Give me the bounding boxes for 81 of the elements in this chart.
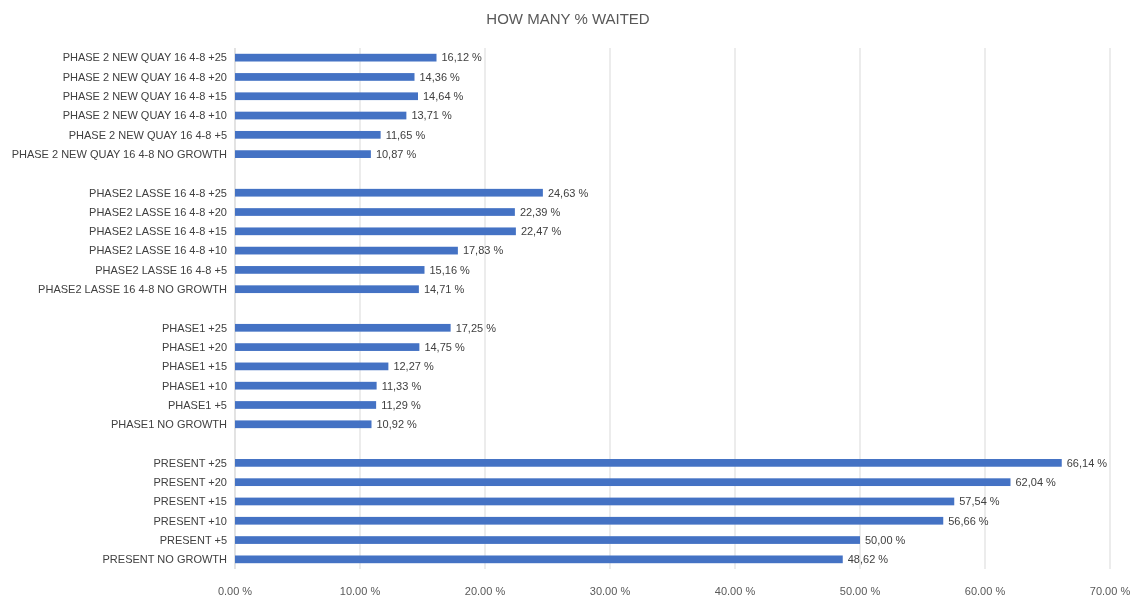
data-label: 48,62 % — [847, 553, 889, 566]
y-tick-label: PRESENT NO GROWTH — [102, 553, 228, 566]
data-label: 17,83 % — [462, 244, 504, 257]
y-tick-label: PHASE 2 NEW QUAY 16 4-8 +10 — [62, 109, 227, 122]
y-tick-label: PHASE2 LASSE 16 4-8 +25 — [89, 186, 227, 199]
data-label: 14,71 % — [423, 283, 465, 296]
bar — [235, 478, 1011, 487]
bar — [235, 208, 515, 216]
y-tick-label: PHASE 2 NEW QUAY 16 4-8 +5 — [68, 128, 227, 141]
bar — [235, 246, 458, 255]
data-label: 50,00 % — [865, 533, 906, 546]
y-tick-label: PHASE1 NO GROWTH — [110, 418, 228, 431]
bar — [235, 343, 420, 351]
data-label: 22,39 % — [519, 205, 561, 218]
x-tick-label: 40.00 % — [714, 585, 756, 597]
bar — [235, 459, 1062, 467]
bar — [235, 53, 437, 62]
data-label: 14,75 % — [424, 340, 465, 353]
x-tick-label: 60.00 % — [964, 585, 1006, 597]
y-tick-label: PHASE1 +10 — [161, 379, 227, 392]
data-label: 13,71 % — [411, 109, 452, 122]
bar — [235, 323, 451, 332]
x-tick-label: 70.00 % — [1089, 585, 1131, 597]
data-label: 16,12 % — [441, 51, 483, 64]
data-label: 14,64 % — [423, 90, 464, 103]
y-tick-label: PHASE1 +5 — [167, 398, 227, 411]
bar — [235, 420, 372, 429]
data-label: 12,27 % — [393, 360, 434, 373]
data-label: 22,47 % — [520, 225, 562, 238]
bar — [235, 130, 381, 139]
bar — [235, 150, 371, 158]
bar — [235, 555, 843, 564]
bar — [235, 362, 389, 371]
y-tick-label: PHASE2 LASSE 16 4-8 +10 — [89, 244, 227, 257]
y-tick-label: PHASE2 LASSE 16 4-8 NO GROWTH — [38, 283, 228, 296]
bar — [235, 73, 415, 81]
data-label: 10,87 % — [375, 147, 417, 160]
y-tick-label: PHASE 2 NEW QUAY 16 4-8 NO GROWTH — [11, 147, 228, 160]
data-label: 14,36 % — [419, 70, 461, 83]
data-label: 57,54 % — [959, 495, 1000, 508]
bar — [235, 497, 955, 506]
y-tick-label: PRESENT +20 — [153, 476, 227, 489]
data-label: 11,29 % — [381, 398, 421, 411]
x-tick-label: 20.00 % — [464, 585, 506, 597]
bar — [235, 536, 860, 544]
bar — [235, 111, 407, 120]
y-tick-label: PHASE2 LASSE 16 4-8 +5 — [95, 263, 227, 276]
data-label: 17,25 % — [455, 321, 497, 334]
bar — [235, 266, 425, 274]
data-label: 11,33 % — [381, 379, 422, 392]
bar — [235, 516, 944, 525]
bar — [235, 227, 516, 236]
y-tick-label: PRESENT +5 — [159, 533, 227, 546]
y-tick-label: PHASE 2 NEW QUAY 16 4-8 +15 — [62, 90, 227, 103]
y-tick-label: PRESENT +10 — [153, 514, 227, 527]
y-tick-label: PHASE2 LASSE 16 4-8 +15 — [89, 225, 227, 238]
data-label: 24,63 % — [547, 186, 589, 199]
bar — [235, 401, 377, 409]
y-tick-label: PHASE1 +15 — [161, 360, 227, 373]
bar — [235, 92, 418, 101]
x-tick-label: 0.00 % — [217, 585, 253, 597]
x-tick-label: 10.00 % — [339, 585, 381, 597]
data-label: 62,04 % — [1015, 476, 1057, 489]
y-tick-label: PRESENT +15 — [153, 495, 227, 508]
y-tick-label: PHASE2 LASSE 16 4-8 +20 — [89, 205, 227, 218]
bar — [235, 188, 543, 197]
y-tick-label: PHASE1 +25 — [161, 321, 227, 334]
y-tick-label: PHASE 2 NEW QUAY 16 4-8 +20 — [62, 70, 227, 83]
bar — [235, 285, 419, 294]
y-tick-label: PHASE1 +20 — [161, 340, 227, 353]
y-tick-label: PRESENT +25 — [153, 456, 227, 469]
data-label: 10,92 % — [376, 418, 418, 431]
x-tick-label: 30.00 % — [589, 585, 631, 597]
x-tick-label: 50.00 % — [839, 585, 881, 597]
data-label: 15,16 % — [429, 263, 471, 276]
data-label: 11,65 % — [385, 128, 426, 141]
data-label: 66,14 % — [1066, 456, 1108, 469]
chart-title: HOW MANY % WAITED — [486, 10, 650, 27]
bar — [235, 381, 377, 390]
y-tick-label: PHASE 2 NEW QUAY 16 4-8 +25 — [62, 51, 227, 64]
data-label: 56,66 % — [948, 514, 989, 527]
